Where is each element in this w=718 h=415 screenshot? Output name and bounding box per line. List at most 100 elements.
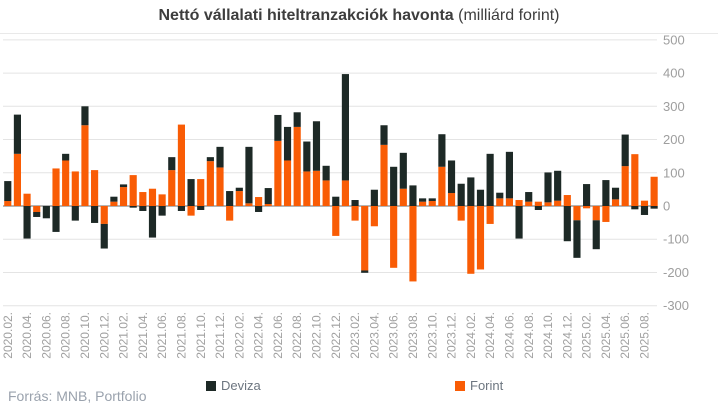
- bar-segment-deviza: [573, 220, 581, 258]
- bar-segment-forint: [341, 180, 349, 206]
- bar-segment-deviza: [341, 74, 349, 181]
- bar-segment-forint: [399, 188, 407, 206]
- bar-segment-deviza: [62, 153, 70, 161]
- y-axis-tick-label: -200: [663, 265, 689, 280]
- bar-segment-deviza: [419, 198, 427, 202]
- bar-segment-deviza: [197, 206, 205, 210]
- bar-segment-forint: [447, 193, 456, 206]
- bar-segment-deviza: [438, 134, 446, 167]
- x-axis-tick-label: 2023.06.: [387, 312, 401, 359]
- bar-segment-forint: [52, 168, 60, 206]
- forint-swatch-icon: [455, 380, 465, 391]
- chart-title-main: Nettó vállalati hiteltranzakciók havonta: [158, 7, 454, 24]
- bar-segment-forint: [467, 206, 475, 274]
- bar-segment-forint: [62, 160, 70, 206]
- bar-segment-deviza: [245, 146, 253, 204]
- bar-segment-forint: [255, 197, 263, 206]
- bar-segment-deviza: [235, 187, 243, 192]
- bar-segment-forint: [554, 200, 562, 206]
- bar-segment-deviza: [293, 112, 301, 127]
- x-axis-tick-label: 2023.12.: [445, 312, 459, 359]
- bar-segment-deviza: [158, 206, 166, 216]
- bar-segment-forint: [592, 206, 600, 221]
- bar-segment-forint: [274, 140, 282, 206]
- x-axis-tick-label: 2021.08.: [174, 312, 188, 359]
- y-axis-tick-label: 0: [663, 199, 670, 214]
- x-axis-tick-label: 2022.12.: [329, 312, 343, 359]
- bar-segment-forint: [505, 198, 513, 206]
- chart-title-unit: (milliárd forint): [453, 7, 560, 24]
- x-axis-tick-label: 2021.04.: [136, 312, 150, 359]
- bar-segment-deviza: [534, 206, 542, 210]
- bar-segment-deviza: [631, 206, 639, 210]
- bar-segment-deviza: [525, 192, 533, 202]
- bar-segment-deviza: [264, 188, 272, 205]
- bar-segment-deviza: [563, 206, 571, 242]
- bar-segment-deviza: [370, 189, 378, 206]
- x-axis-tick-label: 2023.04.: [367, 312, 381, 359]
- bar-segment-forint: [197, 179, 205, 206]
- x-axis-tick-label: 2023.08.: [406, 312, 420, 359]
- bar-segment-forint: [476, 206, 485, 270]
- x-axis-tick-label: 2021.12.: [213, 312, 227, 359]
- bar-segment-deviza: [100, 223, 108, 249]
- bar-segment-forint: [409, 206, 417, 282]
- bar-segment-forint: [23, 193, 31, 206]
- bar-segment-deviza: [255, 206, 263, 212]
- bar-segment-forint: [563, 195, 571, 206]
- bar-segment-forint: [621, 166, 629, 206]
- bar-segment-deviza: [496, 192, 504, 199]
- bar-segment-deviza: [312, 121, 321, 171]
- bar-segment-forint: [312, 170, 321, 206]
- bar-segment-forint: [332, 206, 340, 236]
- x-axis-tick-label: 2024.04.: [483, 312, 497, 359]
- bar-segment-forint: [457, 206, 465, 221]
- bar-segment-deviza: [380, 125, 388, 145]
- y-axis-tick-label: -300: [663, 298, 689, 313]
- bar-segment-deviza: [650, 206, 658, 209]
- bar-segment-deviza: [129, 206, 137, 208]
- bar-segment-forint: [283, 160, 292, 206]
- bar-segment-forint: [515, 200, 523, 206]
- bar-segment-forint: [71, 171, 79, 206]
- bar-segment-forint: [206, 161, 214, 206]
- x-axis-tick-label: 2020.02.: [1, 312, 15, 359]
- x-axis-tick-label: 2023.02.: [348, 312, 362, 359]
- legend-label-deviza: Deviza: [221, 378, 261, 393]
- bar-segment-deviza: [476, 189, 485, 206]
- bar-segment-deviza: [515, 206, 523, 239]
- bar-segment-deviza: [168, 157, 176, 171]
- x-axis-tick-label: 2020.04.: [20, 312, 34, 359]
- bar-segment-deviza: [4, 181, 12, 202]
- x-axis-tick-label: 2025.04.: [599, 312, 613, 359]
- bar-segment-forint: [544, 202, 552, 206]
- bar-segment-deviza: [216, 146, 224, 168]
- deviza-swatch-icon: [206, 380, 216, 391]
- x-axis-tick-label: 2021.10.: [194, 312, 208, 359]
- x-axis-tick-label: 2025.02.: [580, 312, 594, 359]
- bar-segment-deviza: [139, 206, 147, 211]
- bar-segment-deviza: [332, 196, 340, 206]
- bar-segment-forint: [245, 203, 253, 206]
- x-axis-tick-label: 2021.02.: [117, 312, 131, 359]
- bar-segment-deviza: [505, 151, 513, 199]
- bar-segment-deviza: [322, 165, 330, 181]
- bar-segment-deviza: [91, 206, 99, 223]
- bar-segment-forint: [486, 206, 494, 224]
- bar-segment-forint: [139, 192, 147, 206]
- legend-item-forint: Forint: [455, 378, 503, 393]
- x-axis-tick-label: 2020.10.: [78, 312, 92, 359]
- bar-segment-forint: [4, 201, 12, 206]
- bar-segment-forint: [129, 175, 137, 206]
- bar-segment-deviza: [621, 134, 629, 167]
- bar-segment-forint: [91, 170, 99, 206]
- bar-segment-deviza: [119, 184, 128, 188]
- bar-segment-forint: [293, 126, 301, 206]
- bar-segment-forint: [100, 206, 108, 224]
- y-axis-tick-label: 200: [663, 132, 685, 147]
- bar-segment-deviza: [592, 220, 600, 250]
- bar-segment-deviza: [71, 206, 79, 221]
- y-axis-tick-label: 100: [663, 165, 685, 180]
- x-axis-tick-label: 2021.06.: [155, 312, 169, 359]
- bar-segment-deviza: [226, 191, 234, 206]
